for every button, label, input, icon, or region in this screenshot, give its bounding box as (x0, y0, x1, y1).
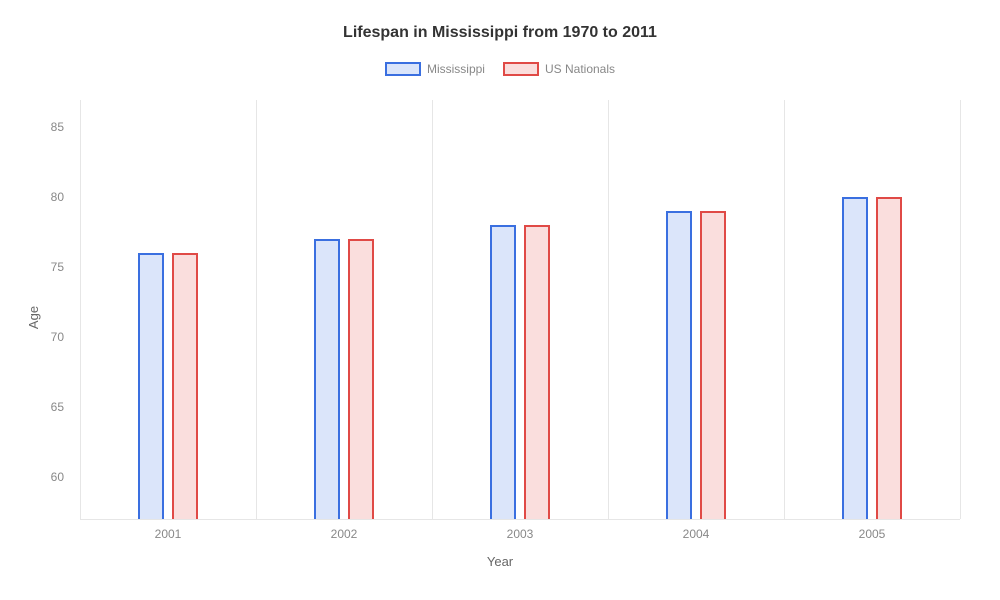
legend-swatch (385, 62, 421, 76)
x-tick: 2001 (155, 527, 182, 541)
bar (138, 253, 164, 519)
gridline (432, 100, 433, 519)
bar (666, 211, 692, 519)
y-tick: 65 (51, 400, 64, 414)
gridline (608, 100, 609, 519)
bar (172, 253, 198, 519)
gridline (256, 100, 257, 519)
legend-item-0: Mississippi (385, 62, 485, 76)
legend-swatch (503, 62, 539, 76)
gridline (784, 100, 785, 519)
bar (876, 197, 902, 519)
gridline (960, 100, 961, 519)
bar (490, 225, 516, 519)
x-axis-label: Year (0, 554, 1000, 569)
x-tick: 2004 (683, 527, 710, 541)
y-tick: 60 (51, 470, 64, 484)
legend-label: Mississippi (427, 62, 485, 76)
bar (348, 239, 374, 519)
legend-label: US Nationals (545, 62, 615, 76)
legend: Mississippi US Nationals (0, 62, 1000, 76)
bar (314, 239, 340, 519)
y-axis-label: Age (26, 306, 41, 329)
legend-item-1: US Nationals (503, 62, 615, 76)
bar (700, 211, 726, 519)
chart-title: Lifespan in Mississippi from 1970 to 201… (0, 0, 1000, 42)
bar (524, 225, 550, 519)
bar (842, 197, 868, 519)
y-tick: 70 (51, 330, 64, 344)
y-tick: 80 (51, 190, 64, 204)
y-tick: 85 (51, 120, 64, 134)
x-tick: 2003 (507, 527, 534, 541)
gridline (80, 100, 81, 519)
plot-area: 606570758085 20012002200320042005 (80, 100, 960, 520)
y-tick: 75 (51, 260, 64, 274)
x-tick: 2005 (859, 527, 886, 541)
x-tick: 2002 (331, 527, 358, 541)
